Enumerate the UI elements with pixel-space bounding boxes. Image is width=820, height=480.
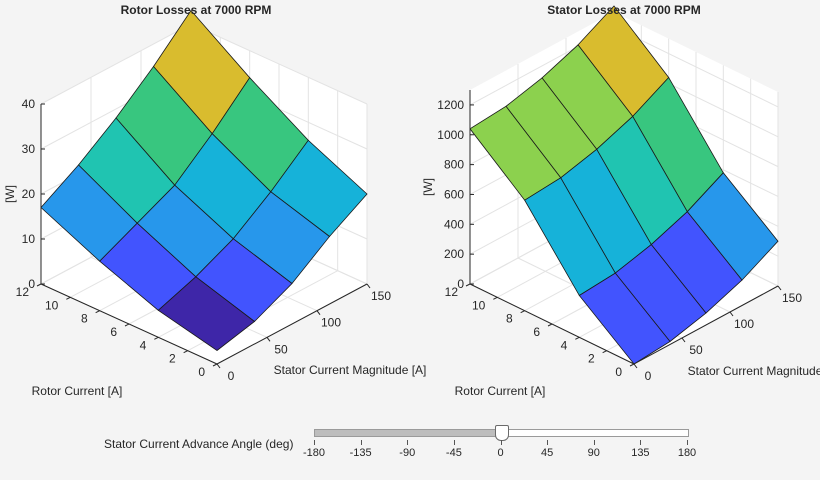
slider-tick-mark: [360, 440, 362, 445]
y-tick-label: 10: [472, 298, 486, 312]
x-tick-label: 0: [645, 369, 652, 383]
x-axis-line: [216, 283, 368, 365]
angle-slider-fill: [315, 430, 502, 436]
slider-tick-mark: [640, 440, 642, 445]
z-tick-label: 20: [22, 187, 36, 201]
surface-patch: [578, 272, 671, 365]
y-tick: [36, 283, 42, 287]
slider-tick-mark: [500, 440, 502, 445]
y-tick-label: 0: [615, 365, 622, 379]
chart-title: Rotor Losses at 7000 RPM: [121, 3, 272, 17]
y-tick: [124, 323, 130, 327]
angle-slider-thumb[interactable]: [494, 425, 509, 441]
grid-line: [40, 23, 192, 105]
surface-patch: [157, 276, 256, 351]
y-axis-label: Rotor Current [A]: [455, 384, 546, 398]
z-tick-label: 10: [22, 232, 36, 246]
y-tick-label: 0: [198, 365, 205, 379]
x-tick-label: 50: [689, 343, 703, 357]
z-tick-label: 30: [22, 142, 36, 156]
y-tick-label: 2: [169, 352, 176, 366]
y-tick-label: 4: [140, 338, 147, 352]
y-tick-label: 8: [81, 312, 88, 326]
slider-tick-label: 0: [497, 447, 504, 459]
slider-tick-scale: -180 -135 -90 -45 0 45 90 135 180: [303, 440, 696, 466]
z-axis-label: [W]: [421, 178, 435, 196]
y-tick: [212, 363, 218, 367]
slider-tick-label: -180: [302, 447, 326, 459]
x-tick: [216, 363, 221, 369]
y-tick: [465, 283, 471, 287]
grid-line: [190, 23, 368, 105]
y-tick-label: 8: [506, 312, 513, 326]
slider-tick-label: 45: [541, 447, 554, 459]
x-axis-line: [633, 285, 779, 365]
y-tick-label: 4: [561, 338, 568, 352]
x-tick-label: 50: [274, 342, 288, 356]
z-tick-label: 0: [457, 277, 464, 291]
y-tick: [520, 310, 525, 314]
x-axis-label: Stator Current Magnitude [A]: [688, 364, 820, 378]
slider-tick-label: -135: [349, 447, 372, 459]
y-tick-label: 6: [533, 325, 540, 339]
y-tick-label: 12: [16, 285, 30, 299]
y-tick-label: 2: [588, 352, 595, 366]
slider-tick-label: 135: [631, 447, 650, 459]
slider-tick-label: -90: [399, 447, 416, 459]
slider-tick-mark: [407, 440, 409, 445]
y-tick-label: 6: [110, 325, 117, 339]
y-tick: [493, 296, 498, 300]
z-tick-label: 400: [444, 217, 464, 231]
x-tick-label: 100: [734, 317, 754, 331]
z-tick-label: 0: [28, 277, 35, 291]
x-axis-label: Stator Current Magnitude [A]: [274, 363, 427, 377]
z-tick-label: 1200: [437, 98, 464, 112]
z-tick-label: 800: [444, 158, 464, 172]
z-tick-label: 600: [444, 187, 464, 201]
y-tick: [575, 336, 580, 340]
z-tick-label: 1000: [437, 128, 464, 142]
slider-tick-mark: [593, 440, 595, 445]
y-tick: [629, 363, 635, 367]
x-tick: [316, 310, 321, 315]
y-tick: [154, 336, 159, 340]
x-tick: [633, 363, 638, 369]
slider-tick-mark: [314, 440, 315, 445]
x-tick: [729, 311, 734, 317]
slider-label: Stator Current Advance Angle (deg): [104, 437, 294, 451]
x-tick: [681, 337, 686, 343]
slider-tick-label: 90: [587, 447, 600, 459]
grid-line: [613, 26, 779, 108]
chart-title: Stator Losses at 7000 RPM: [547, 3, 700, 17]
y-tick: [602, 350, 607, 354]
x-tick: [777, 285, 782, 291]
x-tick-label: 150: [371, 289, 391, 303]
slider-tick-mark: [453, 440, 455, 445]
y-tick: [183, 350, 188, 354]
y-tick: [66, 296, 71, 300]
y-tick-label: 10: [45, 298, 59, 312]
x-tick: [266, 337, 271, 342]
y-tick: [95, 310, 100, 314]
y-tick: [547, 323, 553, 327]
slider-tick-mark: [547, 440, 549, 445]
z-tick-label: 40: [22, 97, 36, 111]
x-tick-label: 0: [228, 369, 235, 383]
z-tick-label: 200: [444, 247, 464, 261]
slider-tick-mark: [687, 440, 688, 445]
slider-tick-label: -45: [445, 447, 462, 459]
y-tick-label: 12: [445, 285, 459, 299]
z-axis-label: [W]: [3, 185, 17, 203]
y-axis-label: Rotor Current [A]: [32, 384, 123, 398]
x-tick-label: 100: [321, 316, 341, 330]
x-tick: [366, 283, 371, 289]
slider-tick-label: 180: [677, 447, 697, 459]
x-tick-label: 150: [782, 291, 802, 305]
